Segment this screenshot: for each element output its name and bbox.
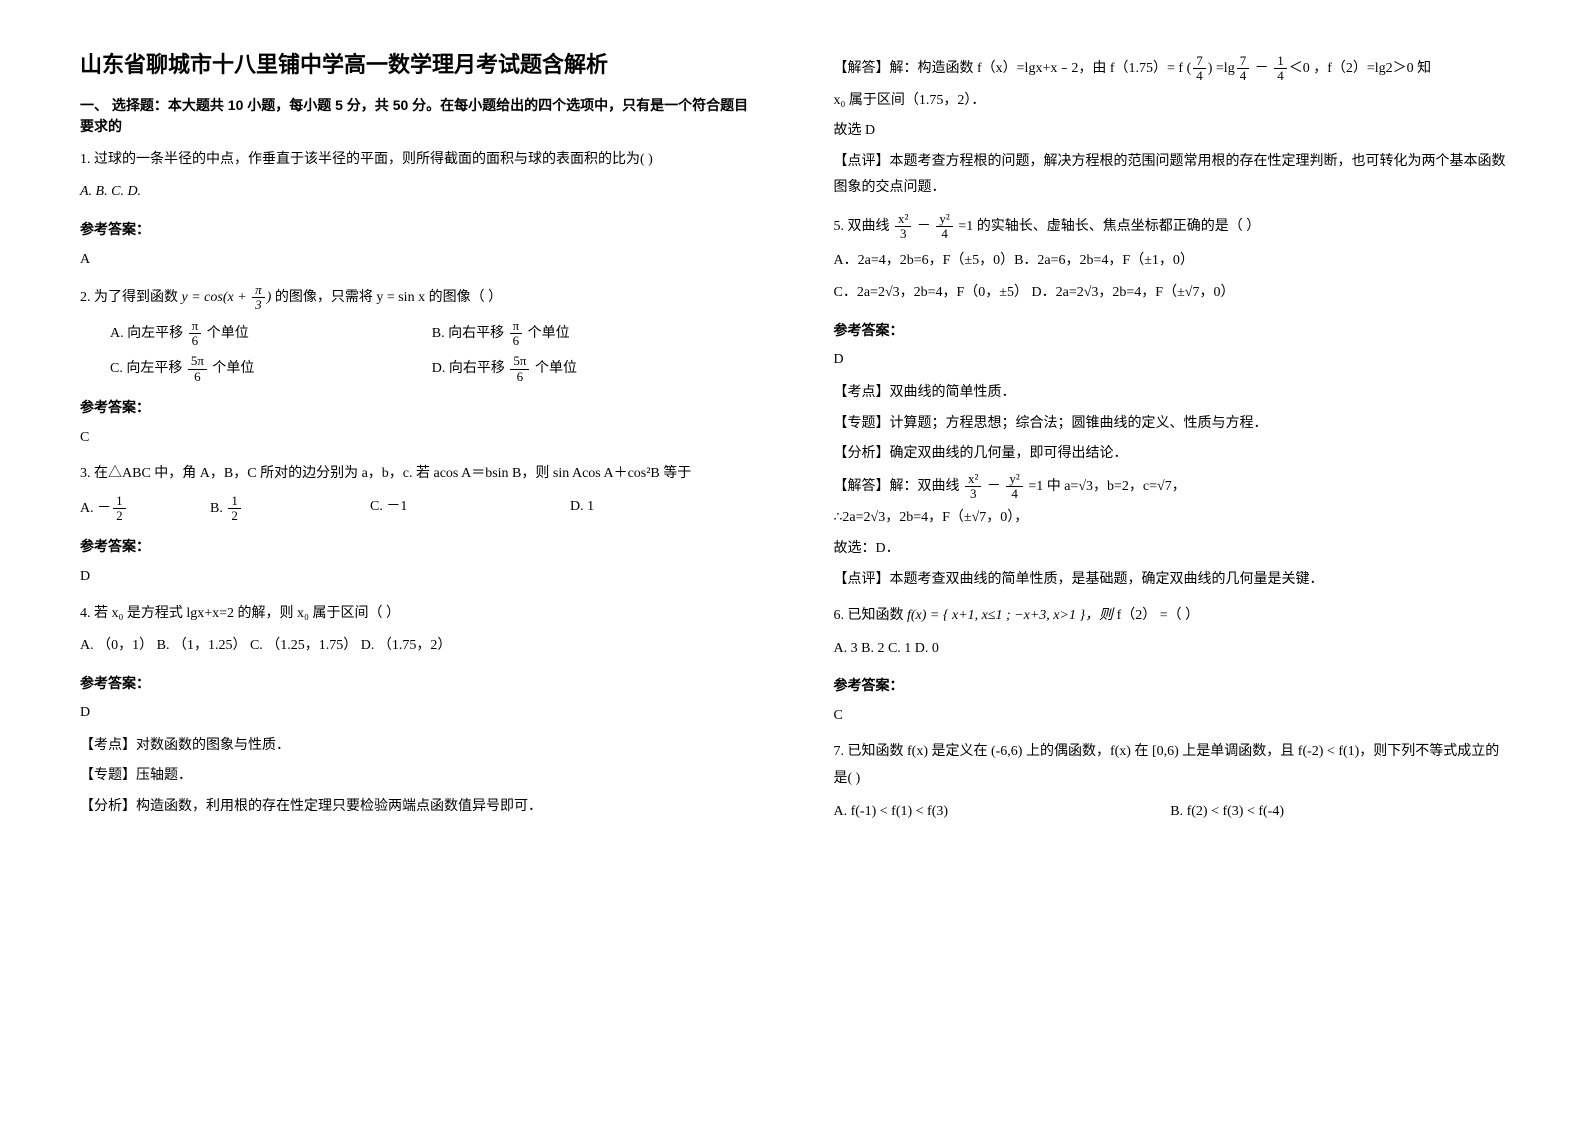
- question-4-answer: D: [80, 700, 754, 727]
- q2-optB: B. 向右平移 π6 个单位: [432, 319, 754, 349]
- q5-pick: 故选：D．: [834, 536, 1508, 563]
- page-title: 山东省聊城市十八里铺中学高一数学理月考试题含解析: [80, 50, 754, 81]
- q5-optCD: C．2a=2√3，2b=4，F（0，±5） D．2a=2√3，2b=4，F（±√…: [834, 280, 1508, 307]
- question-2: 2. 为了得到函数 y = cos(x + π3) 的图像，只需将 y = si…: [80, 283, 754, 313]
- q6-piecewise: f(x) = { x+1, x≤1 ; −x+3, x>1 }，则: [907, 608, 1117, 623]
- q4-tag-analysis: 【分析】构造函数，利用根的存在性定理只要检验两端点函数值异号即可．: [80, 794, 754, 821]
- q2-optD: D. 向右平移 5π6 个单位: [432, 354, 754, 384]
- question-5: 5. 双曲线 x²3 － y²4 =1 的实轴长、虚轴长、焦点坐标都正确的是（ …: [834, 212, 1508, 242]
- question-1-answer: A: [80, 247, 754, 274]
- answer-label: 参考答案：: [834, 672, 1508, 699]
- question-3: 3. 在△ABC 中，角 A，B，C 所对的边分别为 a，b，c. 若 acos…: [80, 461, 754, 488]
- right-column: 【解答】解：构造函数 f（x）=lgx+x﹣2，由 f（1.75）= f (74…: [794, 50, 1528, 1092]
- q4-pick: 故选 D: [834, 118, 1508, 145]
- q3-optC: C. －1: [370, 494, 570, 524]
- q4-tag-special: 【专题】压轴题．: [80, 763, 754, 790]
- q2-prefix: 2. 为了得到函数: [80, 290, 178, 305]
- q2-suffix: 的图像，只需将 y = sin x 的图像（ ）: [275, 290, 502, 305]
- q2-optA: A. 向左平移 π6 个单位: [110, 319, 432, 349]
- answer-label: 参考答案：: [80, 533, 754, 560]
- answer-label: 参考答案：: [80, 394, 754, 421]
- q5-tag-topic: 【考点】双曲线的简单性质．: [834, 380, 1508, 407]
- question-1-options: A. B. C. D.: [80, 179, 754, 206]
- q4-solution-line1: 【解答】解：构造函数 f（x）=lgx+x﹣2，由 f（1.75）= f (74…: [834, 54, 1508, 84]
- question-4-options: A. （0，1） B. （1，1.25） C. （1.25，1.75） D. （…: [80, 633, 754, 660]
- question-6: 6. 已知函数 f(x) = { x+1, x≤1 ; −x+3, x>1 }，…: [834, 603, 1508, 630]
- q7-optB: B. f(2) < f(3) < f(-4): [1170, 799, 1507, 826]
- question-3-answer: D: [80, 564, 754, 591]
- question-3-options: A. －12 B. 12 C. －1 D. 1: [80, 494, 754, 524]
- q7-optA: A. f(-1) < f(1) < f(3): [834, 799, 1171, 826]
- question-1: 1. 过球的一条半径的中点，作垂直于该半径的平面，则所得截面的面积与球的表面积的…: [80, 147, 754, 174]
- question-7: 7. 已知函数 f(x) 是定义在 (-6,6) 上的偶函数，f(x) 在 [0…: [834, 739, 1508, 792]
- left-column: 山东省聊城市十八里铺中学高一数学理月考试题含解析 一、 选择题：本大题共 10 …: [60, 50, 794, 1092]
- question-6-answer: C: [834, 703, 1508, 730]
- question-6-options: A. 3 B. 2 C. 1 D. 0: [834, 636, 1508, 663]
- question-5-answer: D: [834, 347, 1508, 374]
- section-heading: 一、 选择题：本大题共 10 小题，每小题 5 分，共 50 分。在每小题给出的…: [80, 95, 754, 137]
- q5-comment: 【点评】本题考查双曲线的简单性质，是基础题，确定双曲线的几何量是关键．: [834, 567, 1508, 594]
- q4-tag-topic: 【考点】对数函数的图象与性质．: [80, 733, 754, 760]
- question-2-options: A. 向左平移 π6 个单位 B. 向右平移 π6 个单位 C. 向左平移 5π…: [80, 319, 754, 384]
- question-7-options: A. f(-1) < f(1) < f(3) B. f(2) < f(3) < …: [834, 799, 1508, 826]
- q2-formula: y = cos(x + π3): [182, 290, 272, 305]
- q3-optB: B. 12: [210, 494, 370, 524]
- q5-solution-line2: ∴2a=2√3，2b=4，F（±√7，0），: [834, 505, 1508, 532]
- answer-label: 参考答案：: [834, 317, 1508, 344]
- question-2-answer: C: [80, 425, 754, 452]
- q4-solution-line2: x₀ 属于区间（1.75，2）．: [834, 88, 1508, 115]
- q5-solution-line1: 【解答】解：双曲线 x²3 － y²4 =1 中 a=√3，b=2，c=√7，: [834, 472, 1508, 502]
- q2-optC: C. 向左平移 5π6 个单位: [110, 354, 432, 384]
- q3-optA: A. －12: [80, 494, 210, 524]
- q5-tag-special: 【专题】计算题；方程思想；综合法；圆锥曲线的定义、性质与方程．: [834, 411, 1508, 438]
- q4-comment: 【点评】本题考查方程根的问题，解决方程根的范围问题常用根的存在性定理判断，也可转…: [834, 149, 1508, 202]
- q5-tag-analysis: 【分析】确定双曲线的几何量，即可得出结论．: [834, 441, 1508, 468]
- question-4: 4. 若 x₀ 是方程式 lgx+x=2 的解，则 x₀ 属于区间（ ）: [80, 601, 754, 628]
- exam-page: 山东省聊城市十八里铺中学高一数学理月考试题含解析 一、 选择题：本大题共 10 …: [0, 0, 1587, 1122]
- answer-label: 参考答案：: [80, 216, 754, 243]
- answer-label: 参考答案：: [80, 670, 754, 697]
- q3-optD: D. 1: [570, 494, 754, 524]
- q5-optAB: A．2a=4，2b=6，F（±5，0）B．2a=6，2b=4，F（±1，0）: [834, 248, 1508, 275]
